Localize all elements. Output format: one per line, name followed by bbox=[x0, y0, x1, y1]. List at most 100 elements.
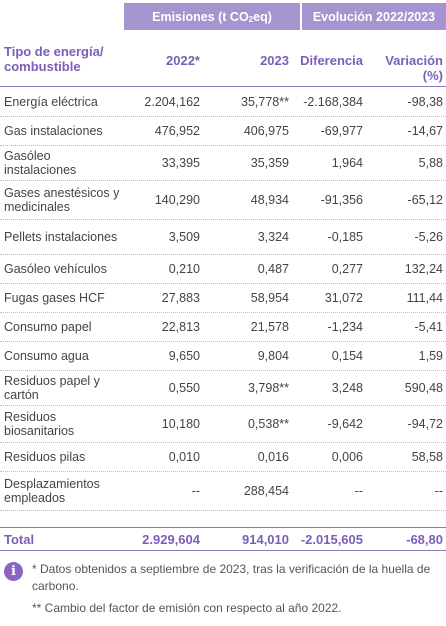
row-value-2022: 9,650 bbox=[168, 349, 200, 363]
row-variacion: -94,72 bbox=[407, 417, 443, 431]
row-diferencia: -1,234 bbox=[327, 320, 363, 334]
row-value-2023: 3,798** bbox=[247, 381, 289, 395]
row-label: Fugas gases HCF bbox=[4, 291, 105, 305]
row-value-2023: 0,016 bbox=[257, 450, 289, 464]
row-value-2023: 406,975 bbox=[243, 124, 289, 138]
total-row: Total 2.929,604 914,010 -2.015,605 -68,8… bbox=[0, 527, 446, 551]
col-header-2023: 2023 bbox=[260, 53, 289, 68]
row-label: Gasóleo vehículos bbox=[4, 262, 107, 276]
total-variacion: -68,80 bbox=[406, 531, 443, 547]
row-label: Desplazamientos empleados bbox=[4, 477, 100, 505]
col-header-tipo: Tipo de energía/ combustible bbox=[4, 44, 104, 74]
table-row: Residuos biosanitarios 10,180 0,538** -9,64… bbox=[0, 406, 446, 443]
row-diferencia: 0,154 bbox=[331, 349, 363, 363]
row-variacion: -- bbox=[434, 484, 443, 498]
row-value-2023: 21,578 bbox=[250, 320, 289, 334]
row-value-2022: 476,952 bbox=[154, 124, 200, 138]
evolucion-label: Evolución 2022/2023 bbox=[312, 9, 436, 24]
evolucion-group-header: Evolución 2022/2023 bbox=[302, 3, 446, 30]
row-label: Gas instalaciones bbox=[4, 124, 103, 138]
row-label: Energía eléctrica bbox=[4, 95, 98, 109]
row-diferencia: -- bbox=[354, 484, 363, 498]
table-row: Pellets instalaciones 3,509 3,324 -0,185 -5,… bbox=[0, 220, 446, 255]
row-diferencia: 3,248 bbox=[331, 381, 363, 395]
row-diferencia: -91,356 bbox=[320, 193, 363, 207]
emisiones-suffix: eq) bbox=[253, 9, 272, 24]
row-variacion: 590,48 bbox=[404, 381, 443, 395]
row-diferencia: 0,006 bbox=[331, 450, 363, 464]
col-header-variacion: Variación (%) bbox=[385, 53, 443, 83]
row-value-2023: 0,487 bbox=[257, 262, 289, 276]
row-label: Residuos papel y cartón bbox=[4, 374, 100, 402]
footnote-2: ** Cambio del factor de emisión con resp… bbox=[32, 601, 342, 615]
row-diferencia: -0,185 bbox=[327, 230, 363, 244]
row-value-2023: 288,454 bbox=[243, 484, 289, 498]
row-label: Consumo papel bbox=[4, 320, 92, 334]
table-row: Residuos papel y cartón 0,550 3,798** 3,248… bbox=[0, 371, 446, 406]
row-value-2022: -- bbox=[191, 484, 200, 498]
row-variacion: 111,44 bbox=[406, 291, 443, 305]
row-value-2022: 27,883 bbox=[161, 291, 200, 305]
row-variacion: 1,59 bbox=[418, 349, 443, 363]
row-diferencia: 31,072 bbox=[324, 291, 363, 305]
row-value-2023: 48,934 bbox=[250, 193, 289, 207]
row-value-2022: 0,210 bbox=[168, 262, 200, 276]
row-variacion: -5,26 bbox=[414, 230, 444, 244]
row-diferencia: 1,964 bbox=[331, 156, 363, 170]
row-value-2022: 140,290 bbox=[154, 193, 200, 207]
row-label: Residuos pilas bbox=[4, 450, 86, 464]
row-variacion: -5,41 bbox=[414, 320, 444, 334]
row-variacion: -98,38 bbox=[407, 95, 443, 109]
table-row: Desplazamientos empleados -- 288,454 -- -- bbox=[0, 472, 446, 511]
total-2022: 2.929,604 bbox=[142, 531, 200, 547]
table-row: Gasóleo vehículos 0,210 0,487 0,277 132,24 bbox=[0, 255, 446, 284]
table-row: Fugas gases HCF 27,883 58,954 31,072 111,44 bbox=[0, 284, 446, 313]
row-value-2022: 0,550 bbox=[168, 381, 200, 395]
row-diferencia: -69,977 bbox=[320, 124, 363, 138]
row-value-2022: 3,509 bbox=[168, 230, 200, 244]
row-value-2022: 2.204,162 bbox=[144, 95, 200, 109]
info-icon: i bbox=[4, 562, 23, 581]
table-body: Energía eléctrica 2.204,162 35,778** -2.168… bbox=[0, 88, 446, 511]
row-diferencia: -9,642 bbox=[327, 417, 363, 431]
row-label: Gases anestésicos y medicinales bbox=[4, 186, 120, 214]
row-label: Residuos biosanitarios bbox=[4, 410, 75, 438]
row-diferencia: -2.168,384 bbox=[303, 95, 363, 109]
row-label: Gasóleo instalaciones bbox=[4, 149, 77, 177]
row-variacion: -65,12 bbox=[407, 193, 443, 207]
row-value-2022: 10,180 bbox=[161, 417, 200, 431]
emisiones-label: Emisiones (t CO bbox=[152, 9, 249, 24]
table-row: Gas instalaciones 476,952 406,975 -69,977 -1… bbox=[0, 117, 446, 146]
table-row: Gasóleo instalaciones 33,395 35,359 1,964 5,… bbox=[0, 146, 446, 181]
row-value-2023: 35,359 bbox=[250, 156, 289, 170]
col-header-2022: 2022* bbox=[166, 53, 200, 68]
row-value-2022: 33,395 bbox=[161, 156, 200, 170]
total-2023: 914,010 bbox=[242, 531, 289, 547]
emisiones-subscript: 2 bbox=[248, 15, 254, 24]
row-value-2022: 0,010 bbox=[168, 450, 200, 464]
total-label: Total bbox=[4, 531, 35, 547]
row-value-2022: 22,813 bbox=[161, 320, 200, 334]
row-variacion: 5,88 bbox=[418, 156, 443, 170]
row-value-2023: 3,324 bbox=[257, 230, 289, 244]
row-value-2023: 0,538** bbox=[247, 417, 289, 431]
row-label: Pellets instalaciones bbox=[4, 230, 118, 244]
row-variacion: 58,58 bbox=[411, 450, 443, 464]
table-row: Energía eléctrica 2.204,162 35,778** -2.168… bbox=[0, 88, 446, 117]
table-row: Consumo papel 22,813 21,578 -1,234 -5,41 bbox=[0, 313, 446, 342]
col-header-diferencia: Diferencia bbox=[300, 53, 363, 68]
row-variacion: 132,24 bbox=[404, 262, 443, 276]
total-diferencia: -2.015,605 bbox=[300, 531, 363, 547]
table-row: Gases anestésicos y medicinales 140,290 48… bbox=[0, 181, 446, 220]
emisiones-group-header: Emisiones (t CO 2 eq) bbox=[124, 3, 300, 30]
table-row: Consumo agua 9,650 9,804 0,154 1,59 bbox=[0, 342, 446, 371]
row-diferencia: 0,277 bbox=[331, 262, 363, 276]
table-row: Residuos pilas 0,010 0,016 0,006 58,58 bbox=[0, 443, 446, 472]
row-value-2023: 35,778** bbox=[241, 95, 289, 109]
footnote-1: * Datos obtenidos a septiembre de 2023, … bbox=[32, 562, 431, 593]
column-headers: Tipo de energía/ combustible 2022* 2023 … bbox=[0, 40, 446, 87]
row-variacion: -14,67 bbox=[407, 124, 443, 138]
row-value-2023: 9,804 bbox=[257, 349, 289, 363]
row-value-2023: 58,954 bbox=[250, 291, 289, 305]
row-label: Consumo agua bbox=[4, 349, 89, 363]
